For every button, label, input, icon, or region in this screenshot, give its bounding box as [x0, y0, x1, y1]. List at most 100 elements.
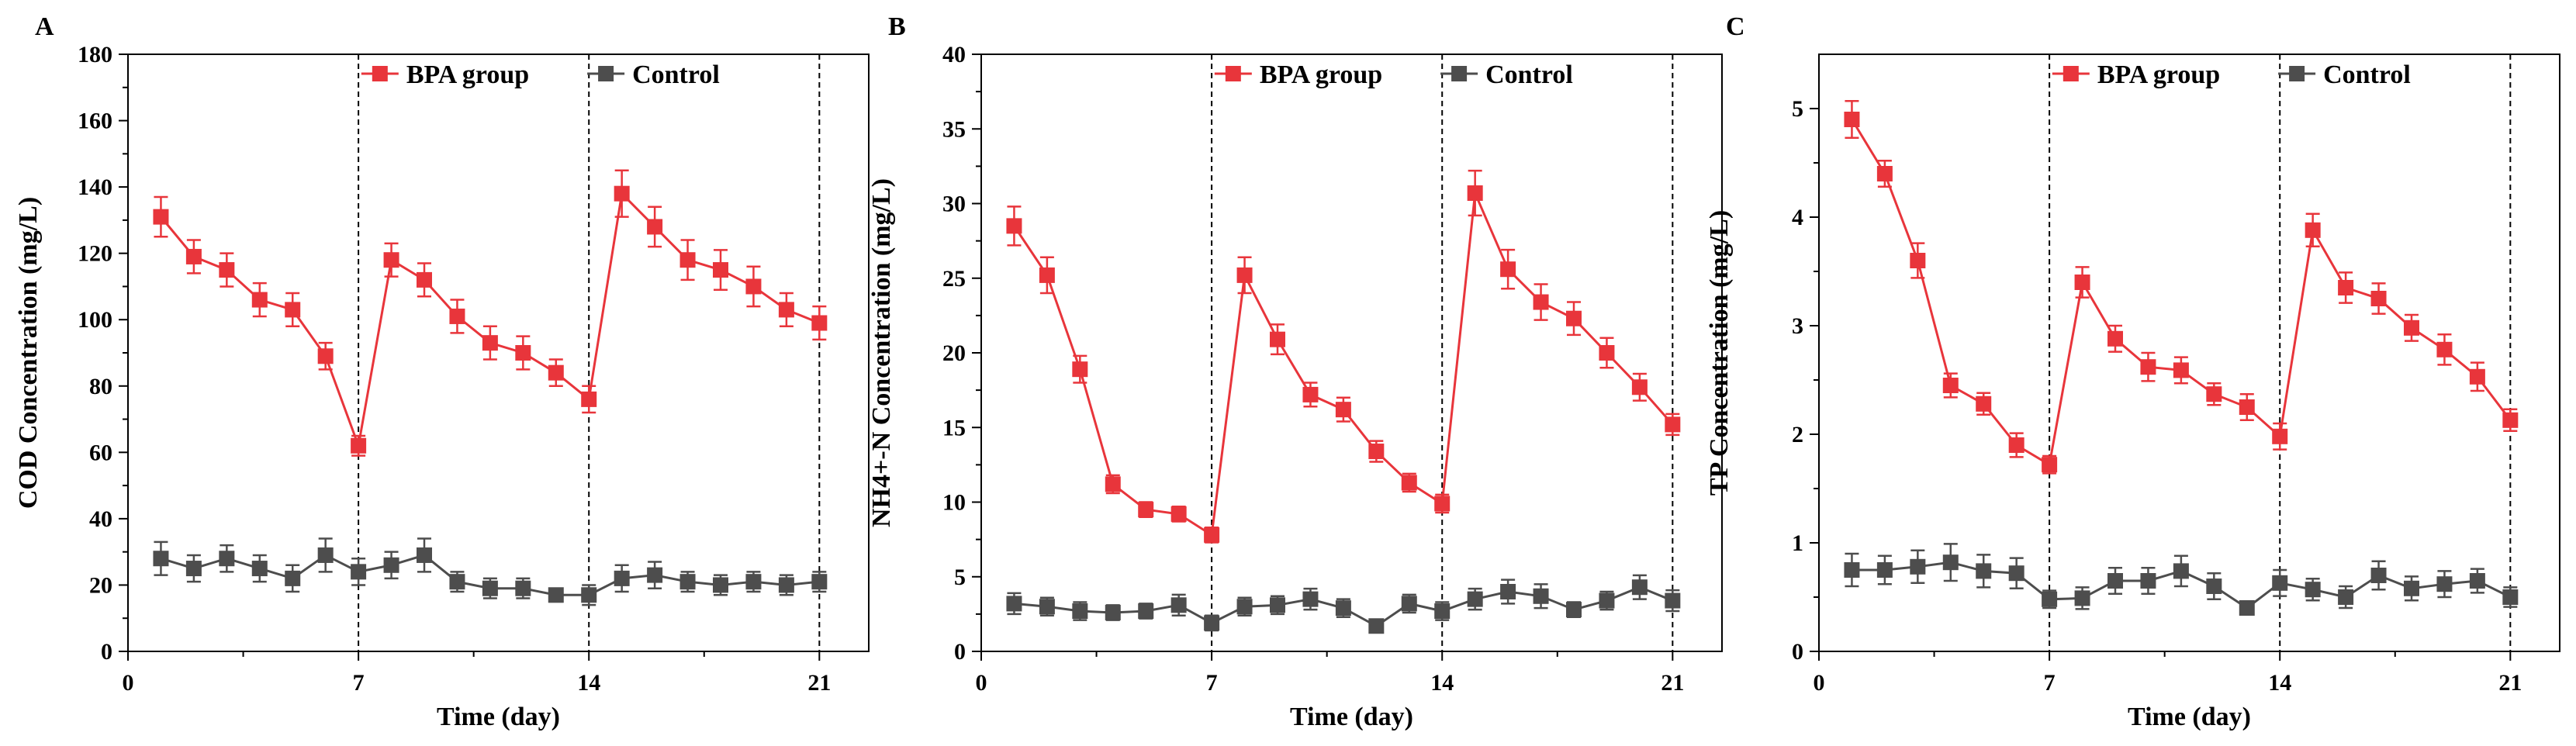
data-point	[1976, 395, 1992, 412]
data-point	[2338, 589, 2354, 605]
data-point	[1876, 562, 1893, 578]
legend-label: BPA group	[2097, 60, 2220, 89]
data-point	[1039, 267, 1055, 283]
data-point	[219, 262, 235, 278]
data-point	[2074, 275, 2090, 290]
data-point	[515, 580, 531, 596]
data-point	[1138, 603, 1154, 620]
data-point	[1368, 618, 1385, 634]
chart-panel-a: A 0 20 40 60 80 100 120 140 160 180 0 7 14 21 Time (day…	[14, 12, 870, 731]
data-point	[1665, 416, 1681, 433]
y-tick-label: 2	[1792, 422, 1803, 447]
data-point	[1335, 402, 1351, 418]
x-axis-label: Time (day)	[437, 703, 560, 731]
legend-marker	[2063, 66, 2079, 81]
data-point	[482, 580, 498, 596]
data-point	[581, 587, 597, 603]
data-point	[1976, 563, 1992, 579]
data-point	[1533, 294, 1549, 310]
data-point	[251, 561, 268, 577]
legend-item-control: Control	[2278, 60, 2411, 89]
y-tick-label: 140	[78, 174, 112, 200]
x-axis-label: Time (day)	[1290, 703, 1413, 731]
data-point	[2370, 291, 2387, 306]
data-point	[417, 271, 432, 288]
data-point	[1631, 579, 1648, 596]
panel-letter: C	[1726, 12, 1745, 41]
data-point	[1876, 166, 1893, 181]
data-point	[285, 302, 301, 318]
y-axis-label: COD Concentration (mg/L)	[14, 197, 43, 509]
y-tick-label: 4	[1792, 205, 1803, 230]
x-tick-label: 7	[1206, 670, 1218, 696]
y-tick-label: 180	[78, 42, 112, 67]
data-point	[449, 308, 465, 324]
data-point	[1566, 310, 1582, 326]
data-point	[1566, 602, 1582, 618]
data-point	[548, 587, 564, 603]
chart-panel-b: B 0 5 10 15 20 25 30 35 40 0 7 14 21 Time (day) NH4+-N …	[867, 12, 1723, 731]
data-point	[219, 551, 235, 567]
data-point	[2272, 575, 2288, 591]
data-point	[1533, 588, 1549, 604]
data-point	[1072, 603, 1088, 620]
legend-marker	[372, 66, 388, 81]
data-point	[745, 278, 762, 295]
data-point	[1302, 386, 1319, 402]
data-point	[1105, 604, 1121, 620]
y-tick-label: 5	[1792, 96, 1803, 122]
y-tick-label: 60	[89, 440, 112, 465]
data-point	[1072, 361, 1088, 378]
data-point	[482, 335, 498, 351]
data-point	[1665, 592, 1681, 609]
data-point	[2239, 600, 2255, 616]
legend-item-control: Control	[587, 60, 720, 89]
data-point	[185, 248, 202, 264]
data-point	[417, 547, 432, 563]
data-point	[2436, 576, 2453, 592]
data-point	[2140, 573, 2156, 589]
data-point	[2042, 457, 2058, 473]
data-point	[2272, 428, 2288, 444]
data-point	[1368, 444, 1385, 460]
x-tick-label: 7	[2044, 670, 2056, 696]
data-point	[581, 391, 597, 407]
x-tick-label: 14	[1430, 670, 1454, 696]
data-point	[1270, 597, 1285, 613]
data-point	[1942, 554, 1959, 571]
legend-label: BPA group	[406, 60, 529, 89]
data-point	[1910, 253, 1926, 268]
chart-panel-c: C 0 1 2 3 4 5 0 7 14 21 Time (day) TP Concentration …	[1705, 12, 2560, 731]
y-tick-label: 0	[101, 639, 112, 665]
data-point	[1204, 615, 1220, 631]
data-point	[811, 574, 828, 590]
panel-letter: B	[888, 12, 906, 41]
y-tick-label: 80	[89, 374, 112, 399]
data-point	[185, 561, 202, 577]
series-control	[1006, 574, 1681, 634]
data-point	[1006, 596, 1022, 612]
data-point	[383, 557, 399, 573]
legend-item-bpa-group: BPA group	[2052, 60, 2220, 89]
x-tick-label: 0	[123, 670, 134, 696]
data-point	[2107, 330, 2123, 347]
data-point	[1401, 475, 1417, 491]
y-tick-label: 30	[942, 192, 966, 217]
data-point	[2305, 582, 2321, 598]
data-point	[1039, 599, 1055, 615]
series-control	[1844, 543, 2519, 616]
y-tick-label: 15	[942, 415, 966, 440]
data-point	[153, 209, 169, 225]
legend-label: Control	[2323, 60, 2411, 89]
data-point	[2042, 591, 2058, 607]
data-point	[1910, 558, 1926, 575]
legend-marker	[1225, 66, 1241, 81]
data-point	[1599, 345, 1615, 361]
y-axis-label: NH4+-N Concentration (mg/L)	[867, 178, 896, 527]
data-point	[1631, 379, 1648, 395]
y-tick-label: 0	[954, 639, 966, 665]
legend: BPA group Control	[361, 60, 720, 89]
data-point	[2469, 368, 2485, 385]
data-point	[1844, 562, 1860, 578]
data-point	[2502, 589, 2519, 605]
